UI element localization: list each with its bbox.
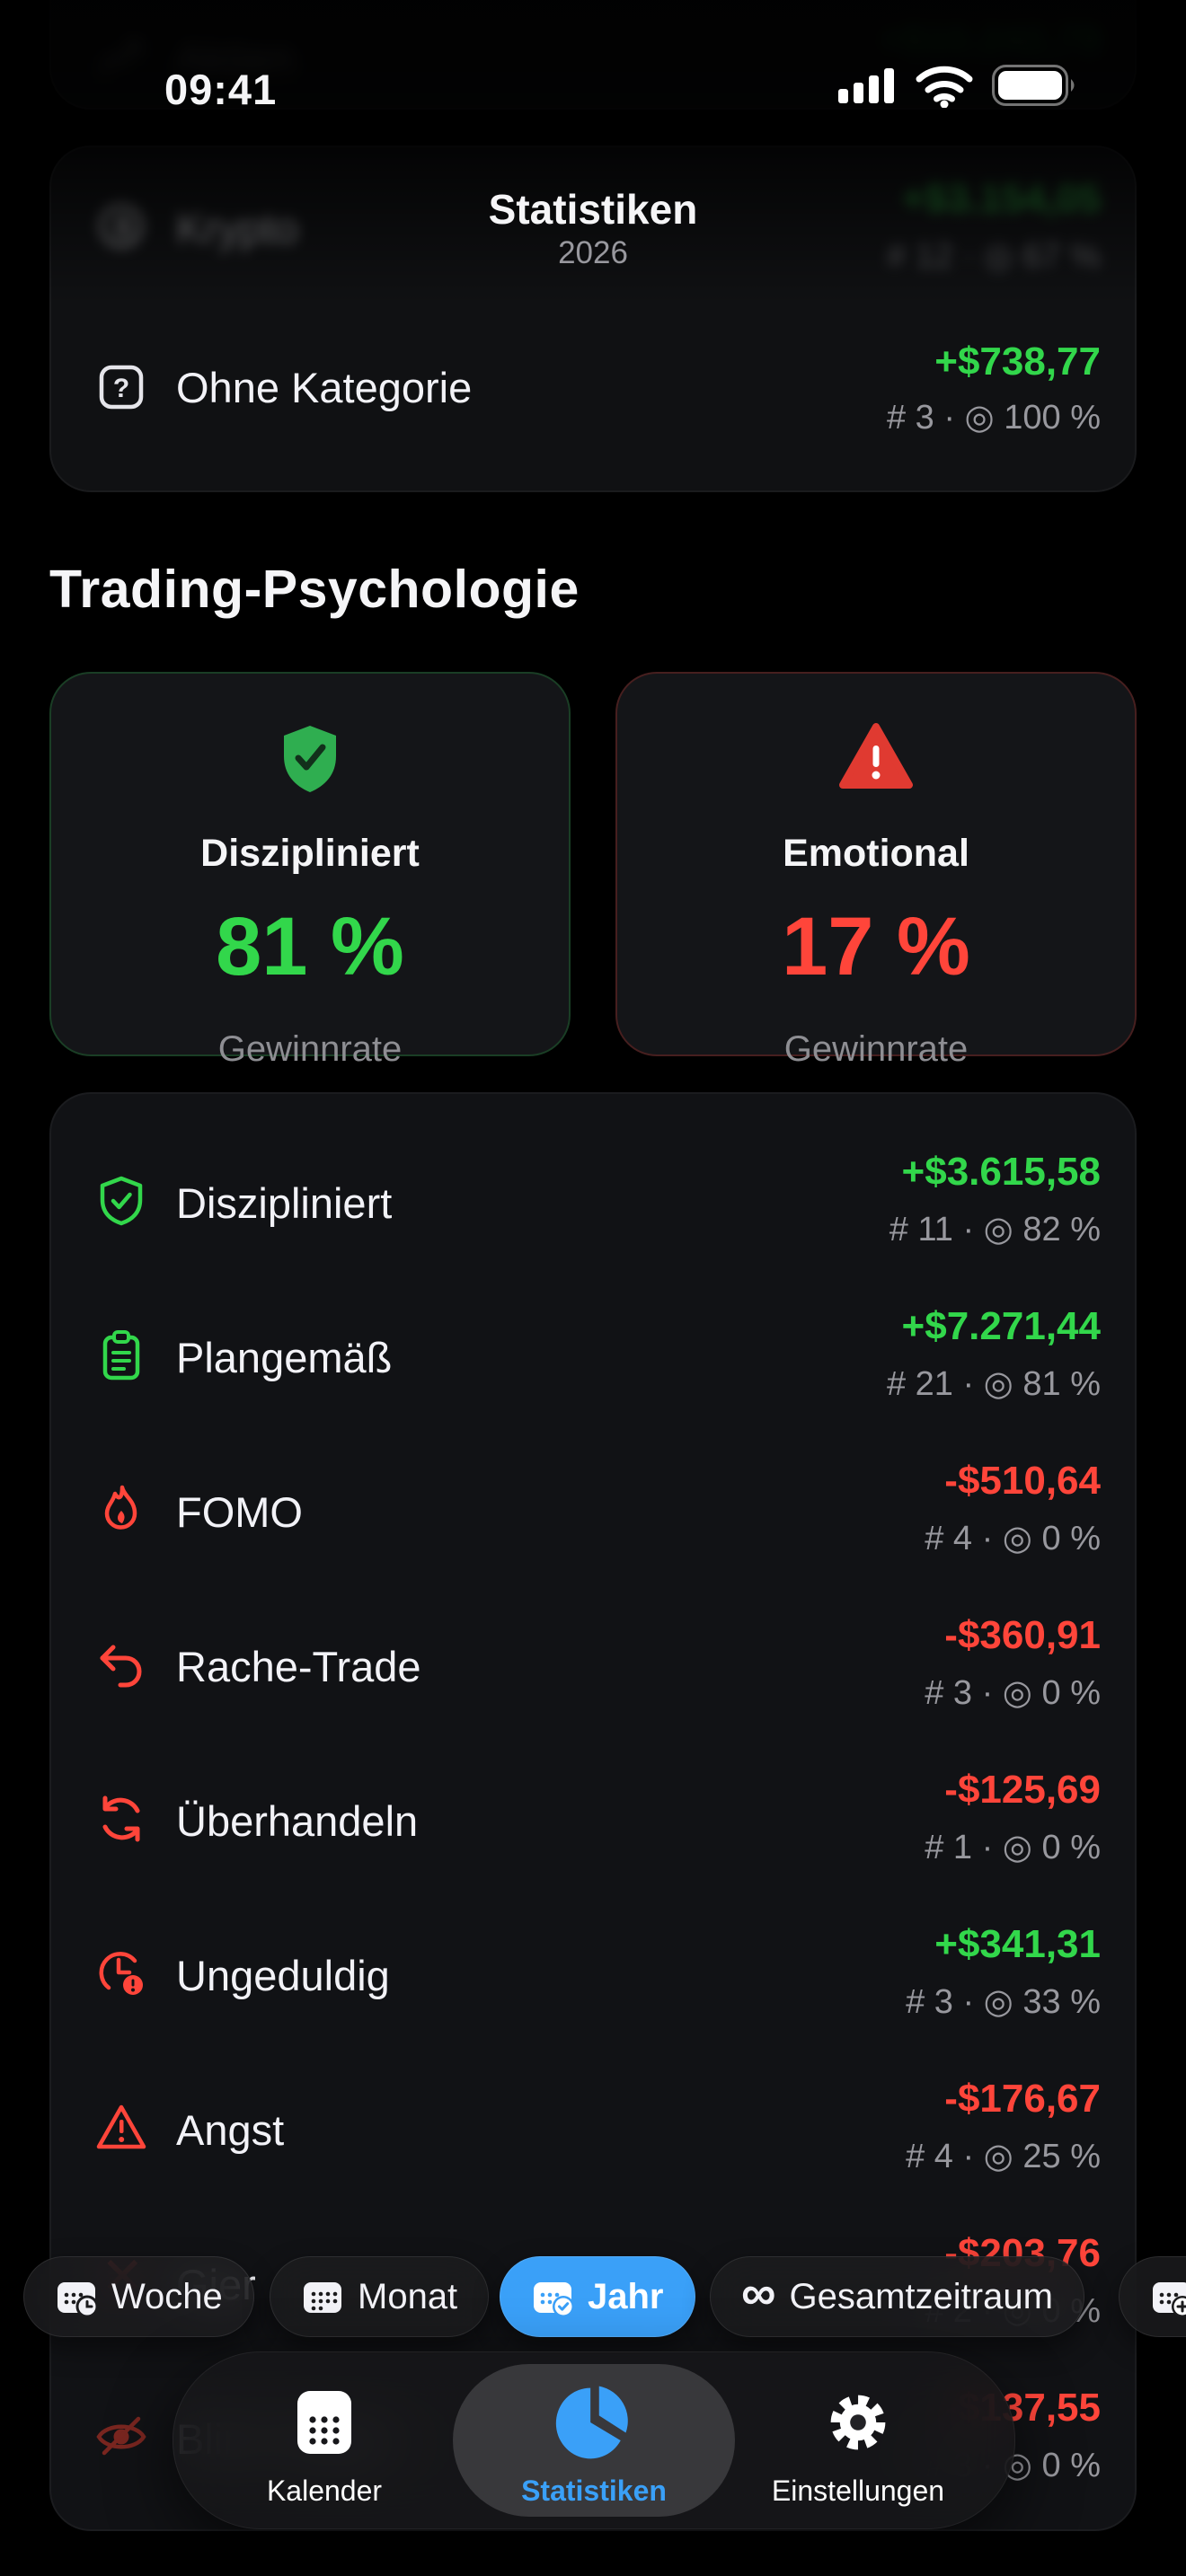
stocks-row-value: +$10.242,79: [880, 16, 1101, 60]
row-label: Diszipliniert: [176, 1179, 393, 1227]
row-value: +$341,31: [934, 1922, 1101, 1966]
tab-kalender[interactable]: Kalender: [190, 2352, 459, 2528]
row-value: -$176,67: [944, 2077, 1101, 2121]
filter-pill-label: Gesamtzeitraum: [789, 2276, 1053, 2316]
row-sub: # 3 · ◎ 0 %: [925, 1674, 1101, 1712]
shield-check-icon: [51, 722, 569, 796]
tab-einstellungen[interactable]: Einstellungen: [723, 2352, 993, 2528]
row-value: +$3.615,58: [901, 1150, 1101, 1194]
filter-pill-monat[interactable]: Monat: [270, 2256, 490, 2337]
pie-chart-icon: [459, 2376, 729, 2469]
filter-pill-label: Jahr: [588, 2276, 664, 2316]
clipboard-icon: [95, 1329, 147, 1381]
calendar-clock-icon: [58, 2282, 98, 2318]
uncategorized-label: Ohne Kategorie: [176, 364, 473, 411]
wifi-icon: [915, 63, 974, 108]
row-sub: # 3 · ◎ 33 %: [906, 1983, 1101, 2021]
row-label: Überhandeln: [176, 1797, 419, 1845]
emotional-summary-card[interactable]: Emotional 17 % Gewinnrate: [615, 672, 1137, 1069]
undo-arrow-icon: [95, 1638, 147, 1690]
battery-icon: [992, 65, 1078, 106]
disciplined-summary-card[interactable]: Diszipliniert 81 % Gewinnrate: [49, 672, 571, 1069]
calendar-check-icon: [534, 2282, 574, 2317]
question-square-icon: ?: [95, 361, 147, 413]
row-label: Angst: [176, 2106, 285, 2154]
row-label: FOMO: [176, 1488, 303, 1536]
eye-slash-icon: [95, 2411, 147, 2463]
shield-check-outline-icon: [95, 1175, 147, 1227]
disciplined-caption: Gewinnrate: [217, 1029, 403, 1069]
calendar-icon: [304, 2282, 341, 2313]
warning-triangle-outline-icon: [95, 2102, 147, 2154]
status-time: 09:41: [164, 66, 278, 113]
row-value: -$125,69: [944, 1768, 1101, 1812]
section-title: Trading-Psychologie: [49, 560, 580, 619]
filter-pill-gesamtzeitraum[interactable]: ∞ Gesamtzeitraum: [710, 2256, 1084, 2337]
uncategorized-value: +$738,77: [934, 340, 1101, 384]
cycle-arrows-icon: [95, 1793, 147, 1845]
row-value: -$360,91: [944, 1613, 1101, 1657]
gear-icon: [723, 2376, 993, 2469]
filter-pill-label: Woche: [111, 2276, 223, 2316]
warning-triangle-icon: [617, 722, 1135, 792]
page-title: Statistiken: [488, 186, 698, 233]
row-label: Ungeduldig: [176, 1952, 390, 1999]
disciplined-label: Diszipliniert: [200, 832, 420, 875]
tab-label: Kalender: [266, 2475, 383, 2507]
row-label: Plangemäß: [176, 1334, 393, 1381]
row-sub: # 11 · ◎ 82 %: [889, 1211, 1101, 1248]
row-value: +$7.271,44: [901, 1304, 1101, 1348]
tab-statistiken[interactable]: Statistiken: [459, 2352, 729, 2528]
filter-pill-jahr[interactable]: Jahr: [500, 2256, 695, 2337]
clock-alert-icon: [95, 1947, 147, 1999]
row-sub: # 4 · ◎ 0 %: [925, 1520, 1101, 1557]
chart-line-icon: [100, 39, 141, 73]
disciplined-percent: 81 %: [216, 901, 404, 992]
filter-pill-custom-partial[interactable]: [1119, 2256, 1186, 2337]
row-sub: # 1 · ◎ 0 %: [925, 1829, 1101, 1866]
calendar-tab-icon: [190, 2376, 459, 2469]
row-label: Rache-Trade: [176, 1643, 421, 1690]
tab-bar: Kalender Statistiken Einstellungen: [173, 2351, 1015, 2529]
flame-icon: [95, 1484, 147, 1536]
row-value: -$510,64: [944, 1459, 1101, 1503]
filter-pill-woche[interactable]: Woche: [23, 2256, 254, 2337]
stocks-row-icon-wrap: [95, 31, 147, 83]
uncategorized-sub: # 3 · ◎ 100 %: [886, 399, 1101, 437]
emotional-label: Emotional: [783, 832, 969, 875]
row-sub: # 21 · ◎ 81 %: [886, 1365, 1101, 1403]
calendar-plus-icon: [1153, 2282, 1186, 2317]
page-subtitle[interactable]: 2026: [558, 235, 628, 270]
signal-icon: [838, 66, 896, 104]
svg-text:?: ?: [113, 374, 129, 403]
filter-pill-label: Monat: [358, 2276, 458, 2316]
tab-label: Statistiken: [521, 2475, 667, 2507]
infinity-icon: ∞: [741, 2266, 776, 2320]
emotional-caption: Gewinnrate: [783, 1029, 969, 1069]
uncategorized-row[interactable]: ? Ohne Kategorie +$738,77 # 3 · ◎ 100 %: [49, 323, 1137, 458]
emotional-percent: 17 %: [782, 901, 970, 992]
row-sub: # 4 · ◎ 25 %: [906, 2138, 1101, 2175]
tab-label: Einstellungen: [771, 2475, 945, 2507]
